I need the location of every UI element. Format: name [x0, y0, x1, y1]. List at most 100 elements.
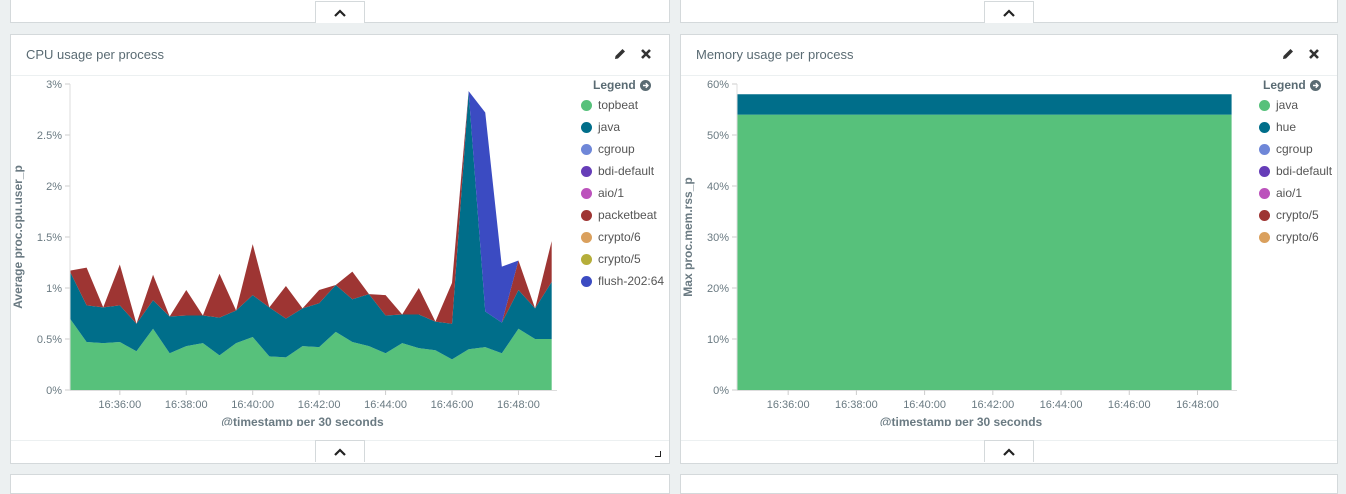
chevron-up-icon: [334, 8, 346, 17]
legend-label: topbeat: [598, 98, 639, 112]
legend-label: bdi-default: [598, 164, 655, 178]
x-tick-label: 16:46:00: [1108, 399, 1151, 411]
y-tick-label: 60%: [707, 79, 729, 91]
close-icon[interactable]: [639, 47, 653, 61]
y-tick-label: 0.5%: [37, 334, 62, 346]
legend-label: hue: [1276, 120, 1297, 134]
legend-label: aio/1: [1276, 186, 1303, 200]
chart-legend: Legend java hue cgroup bdi-default aio/1 cryp…: [1259, 76, 1339, 248]
legend-label: crypto/6: [598, 230, 641, 244]
y-tick-label: 1.5%: [37, 232, 62, 244]
collapse-button[interactable]: [984, 440, 1034, 462]
panel-header: CPU usage per process: [11, 35, 669, 76]
legend-label: crypto/5: [1276, 208, 1319, 222]
legend-item[interactable]: java: [1259, 94, 1339, 116]
legend-item[interactable]: crypto/6: [1259, 226, 1339, 248]
legend-color-dot: [581, 253, 592, 265]
x-tick-label: 16:38:00: [165, 399, 208, 411]
legend-label: crypto/5: [598, 252, 641, 266]
legend-color-dot: [581, 121, 592, 133]
collapse-button[interactable]: [984, 1, 1034, 23]
collapse-button[interactable]: [315, 440, 365, 462]
legend-color-dot: [581, 165, 592, 177]
legend-color-dot: [1259, 187, 1270, 199]
panel-top-right-partial: [680, 0, 1338, 23]
legend-item[interactable]: cgroup: [579, 138, 669, 160]
x-tick-label: 16:42:00: [971, 399, 1014, 411]
area-series-flush-202-64[interactable]: [70, 91, 552, 324]
legend-label: java: [598, 120, 621, 134]
area-series-java[interactable]: [737, 114, 1232, 390]
legend-color-dot: [581, 143, 592, 155]
y-tick-label: 0%: [46, 385, 62, 397]
legend-toggle[interactable]: Legend: [579, 76, 669, 94]
memory-usage-panel: Memory usage per process 0% 10% 20% 30% 40% 5…: [680, 34, 1338, 464]
legend-item[interactable]: crypto/6: [579, 226, 669, 248]
arrow-circle-right-icon: [639, 79, 651, 91]
area-series-topbeat[interactable]: [70, 318, 552, 390]
x-axis-label: @timestamp per 30 seconds: [880, 415, 1043, 426]
x-tick-label: 16:36:00: [98, 399, 141, 411]
x-axis-label: @timestamp per 30 seconds: [221, 415, 384, 426]
chevron-up-icon: [1003, 8, 1015, 17]
legend-item[interactable]: packetbeat: [579, 204, 669, 226]
x-tick-label: 16:48:00: [1176, 399, 1219, 411]
legend-item[interactable]: bdi-default: [579, 160, 669, 182]
legend-toggle[interactable]: Legend: [1259, 76, 1339, 94]
edit-pencil-icon[interactable]: [613, 47, 627, 61]
x-tick-label: 16:36:00: [767, 399, 810, 411]
legend-label: packetbeat: [598, 208, 657, 222]
y-tick-label: 20%: [707, 283, 729, 295]
x-tick-label: 16:48:00: [497, 399, 540, 411]
legend-item[interactable]: cgroup: [1259, 138, 1339, 160]
x-tick-label: 16:38:00: [835, 399, 878, 411]
y-axis-label: Average proc.cpu.user_p: [11, 165, 25, 309]
panel-footer: [11, 440, 669, 463]
y-tick-label: 50%: [707, 130, 729, 142]
legend-item[interactable]: hue: [1259, 116, 1339, 138]
close-icon[interactable]: [1307, 47, 1321, 61]
legend-item[interactable]: aio/1: [1259, 182, 1339, 204]
cpu-usage-panel: CPU usage per process 0% 0.5% 1% 1.5% 2% 2.5%…: [10, 34, 670, 464]
legend-item[interactable]: java: [579, 116, 669, 138]
legend-item[interactable]: bdi-default: [1259, 160, 1339, 182]
legend-item[interactable]: crypto/5: [579, 248, 669, 270]
collapse-button[interactable]: [315, 1, 365, 23]
legend-item[interactable]: crypto/5: [1259, 204, 1339, 226]
chevron-up-icon: [334, 447, 346, 456]
legend-label: crypto/6: [1276, 230, 1319, 244]
chart-legend: Legend topbeat java cgroup bdi-default aio/1…: [579, 76, 669, 292]
legend-color-dot: [581, 231, 592, 243]
y-tick-label: 2%: [46, 181, 62, 193]
area-series-hue[interactable]: [737, 94, 1232, 115]
legend-color-dot: [1259, 231, 1270, 243]
x-tick-label: 16:42:00: [298, 399, 341, 411]
x-tick-label: 16:44:00: [364, 399, 407, 411]
legend-color-dot: [1259, 121, 1270, 133]
legend-item[interactable]: aio/1: [579, 182, 669, 204]
legend-label: cgroup: [1276, 142, 1313, 156]
resize-handle-icon[interactable]: [655, 451, 661, 457]
legend-color-dot: [581, 187, 592, 199]
legend-item[interactable]: topbeat: [579, 94, 669, 116]
y-tick-label: 3%: [46, 79, 62, 91]
cpu-area-chart: 0% 0.5% 1% 1.5% 2% 2.5% 3% 16:36:00 16:38:00 16:4…: [11, 79, 557, 426]
y-tick-label: 40%: [707, 181, 729, 193]
x-tick-label: 16:40:00: [231, 399, 274, 411]
area-series-packetbeat[interactable]: [70, 92, 552, 324]
area-series-java[interactable]: [70, 92, 552, 360]
legend-color-dot: [1259, 143, 1270, 155]
panel-header: Memory usage per process: [681, 35, 1337, 76]
y-axis-label: Max proc.mem.rss_p: [681, 177, 695, 296]
panel-top-left-partial: [10, 0, 670, 23]
memory-area-chart: 0% 10% 20% 30% 40% 50% 60% 16:36:00 16:38:00 16:4…: [681, 79, 1237, 426]
edit-pencil-icon[interactable]: [1281, 47, 1295, 61]
y-tick-label: 1%: [46, 283, 62, 295]
arrow-circle-right-icon: [1309, 79, 1321, 91]
y-tick-label: 10%: [707, 334, 729, 346]
legend-color-dot: [1259, 165, 1270, 177]
y-tick-label: 0%: [713, 385, 729, 397]
y-tick-label: 2.5%: [37, 130, 62, 142]
legend-item[interactable]: flush-202:64: [579, 270, 669, 292]
x-tick-label: 16:40:00: [903, 399, 946, 411]
